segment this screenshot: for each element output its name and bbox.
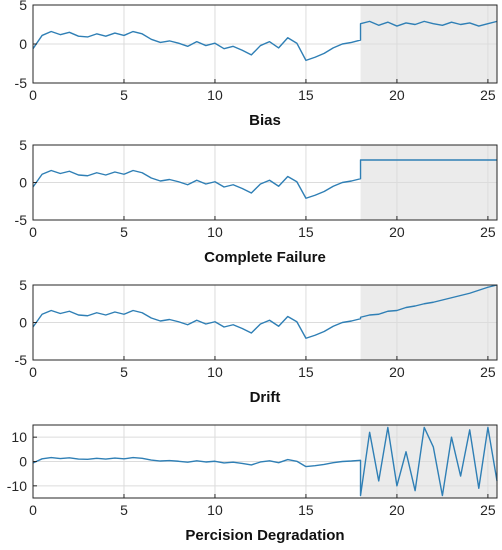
x-tick-label: 20 xyxy=(389,87,405,103)
x-tick-label: 0 xyxy=(29,502,37,518)
y-tick-label: -5 xyxy=(15,212,28,228)
series-line xyxy=(32,426,498,497)
x-tick-label: 10 xyxy=(207,87,223,103)
x-tick-label: 10 xyxy=(207,224,223,240)
x-tick-label: 20 xyxy=(389,224,405,240)
x-tick-label: 25 xyxy=(480,364,496,380)
x-tick-label: 15 xyxy=(298,87,314,103)
y-tick-label: 0 xyxy=(19,315,27,331)
x-tick-label: 15 xyxy=(298,364,314,380)
panel-title: Drift xyxy=(250,389,281,406)
series-line xyxy=(32,20,498,62)
x-tick-label: 0 xyxy=(29,87,37,103)
x-tick-label: 20 xyxy=(389,502,405,518)
series-line xyxy=(32,284,498,339)
x-tick-label: 10 xyxy=(207,502,223,518)
y-tick-label: 0 xyxy=(19,175,27,191)
y-tick-label: 10 xyxy=(11,429,27,445)
x-tick-label: 25 xyxy=(480,224,496,240)
x-tick-label: 15 xyxy=(298,502,314,518)
x-tick-label: 20 xyxy=(389,364,405,380)
series-line xyxy=(32,159,497,199)
x-tick-label: 5 xyxy=(120,87,128,103)
x-tick-label: 5 xyxy=(120,224,128,240)
x-tick-label: 10 xyxy=(207,364,223,380)
x-tick-label: 0 xyxy=(29,224,37,240)
y-tick-label: -10 xyxy=(7,478,27,494)
y-tick-label: 0 xyxy=(19,36,27,52)
x-tick-label: 0 xyxy=(29,364,37,380)
y-tick-label: -5 xyxy=(15,352,28,368)
x-tick-label: 5 xyxy=(120,502,128,518)
y-tick-label: -5 xyxy=(15,75,28,91)
x-tick-label: 5 xyxy=(120,364,128,380)
y-tick-label: 5 xyxy=(19,0,27,13)
panel-title: Bias xyxy=(249,112,281,129)
y-tick-label: 5 xyxy=(19,137,27,153)
x-tick-label: 15 xyxy=(298,224,314,240)
x-tick-label: 25 xyxy=(480,87,496,103)
panel-title: Percision Degradation xyxy=(185,527,344,544)
x-tick-label: 25 xyxy=(480,502,496,518)
panel-title: Complete Failure xyxy=(204,249,326,266)
y-tick-label: 0 xyxy=(19,454,27,470)
y-tick-label: 5 xyxy=(19,277,27,293)
